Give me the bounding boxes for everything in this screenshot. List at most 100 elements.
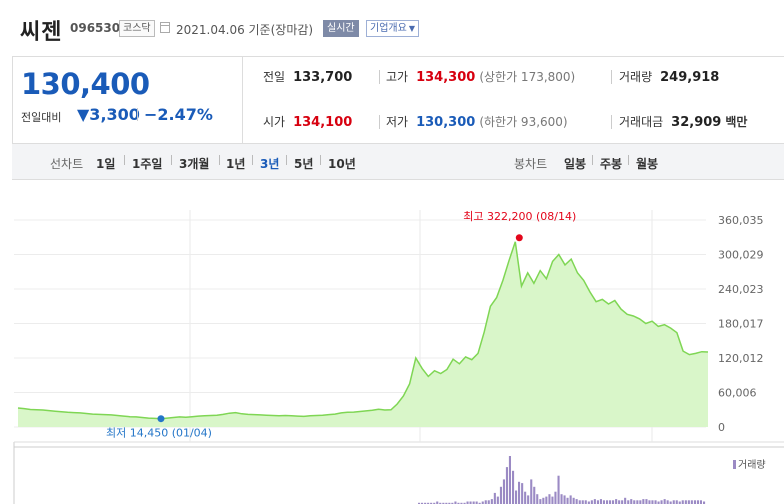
volume-bar [557, 475, 560, 504]
volume-bar [672, 500, 675, 504]
volume-bar [508, 456, 511, 504]
candle-weekly[interactable]: 주봉 [600, 157, 623, 171]
min-label: 최저 14,450 (01/04) [106, 427, 212, 440]
company-info-label: 기업개요 [370, 23, 407, 34]
period-3y[interactable]: 3년 [260, 157, 280, 171]
period-1y[interactable]: 1년 [226, 157, 246, 171]
price-area-fill [18, 241, 708, 427]
prev-close-value: 133,700 [293, 70, 353, 85]
volume-bar [572, 497, 575, 504]
max-marker [515, 234, 523, 242]
volume-bar [421, 502, 424, 504]
volume-bar [566, 497, 569, 504]
volume-bar [606, 500, 609, 504]
volume-bar [475, 501, 478, 504]
y-tick-label: 360,035 [718, 214, 764, 227]
volume-bar [569, 495, 572, 504]
volume-bar [533, 486, 536, 504]
volume-bar [436, 501, 439, 504]
open-value: 134,100 [293, 115, 353, 130]
volume-bar [609, 500, 612, 504]
volume-bar [678, 501, 681, 504]
y-tick-label: 300,029 [718, 249, 764, 262]
volume-bar [478, 502, 481, 504]
volume-bar [599, 499, 602, 504]
volume-bar [642, 499, 645, 504]
volume-bar [512, 470, 515, 504]
volume-bar [515, 490, 518, 504]
volume-bar [505, 467, 508, 504]
volume-bar [490, 499, 493, 504]
volume-bar [696, 500, 699, 504]
high-value: 134,300 [416, 70, 476, 85]
period-10y[interactable]: 10년 [328, 157, 356, 171]
candle-daily[interactable]: 일봉 [564, 157, 587, 171]
divider [124, 155, 125, 165]
volume-bar [681, 500, 684, 504]
y-tick-label: 120,012 [718, 352, 764, 365]
volume-bar [454, 501, 457, 504]
volume-bar [487, 500, 490, 504]
low-price: 저가 130,300 (하한가 93,600) [386, 113, 568, 130]
volume-bar [651, 500, 654, 504]
high-price: 고가 134,300 (상한가 173,800) [386, 68, 575, 85]
volume-bar [690, 500, 693, 504]
change-percent: −2.47% [144, 105, 213, 124]
volume-legend-swatch [733, 460, 736, 469]
divider [286, 155, 287, 165]
volume-bar [457, 502, 460, 504]
chart-canvas: 360,035 300,029 240,023 180,017 120,012 60,00… [13, 210, 784, 504]
line-chart-title: 선차트 [50, 157, 84, 171]
divider [611, 70, 612, 84]
volume-bar [618, 500, 621, 504]
period-1d[interactable]: 1일 [96, 157, 116, 171]
candle-monthly[interactable]: 월봉 [636, 157, 659, 171]
volume: 거래량 249,918 [619, 68, 719, 85]
volume-bar [602, 500, 605, 504]
volume-bar [527, 495, 530, 504]
period-1w[interactable]: 1주일 [132, 157, 163, 171]
volume-bar [554, 491, 557, 504]
volume-bar [621, 500, 624, 504]
amount-unit: 백만 [725, 115, 748, 129]
company-info-dropdown[interactable]: 기업개요 ▼ [366, 20, 419, 37]
stock-name: 씨젠 [20, 20, 63, 45]
volume-bar [542, 497, 545, 504]
divider [252, 155, 253, 165]
change-value: ▼3,300 [77, 105, 140, 124]
volume-bar [587, 501, 590, 504]
volume-bar [563, 495, 566, 504]
divider [611, 115, 612, 129]
volume-bar [630, 499, 633, 504]
low-value: 130,300 [416, 115, 476, 130]
volume-bar [502, 479, 505, 504]
prev-close: 전일 133,700 [263, 68, 352, 85]
volume-bar [648, 500, 651, 504]
volume-bar [693, 500, 696, 504]
divider [379, 70, 380, 84]
volume-bar [551, 496, 554, 504]
price-box: 130,400 전일대비 ▼3,300 −2.47% [13, 57, 243, 144]
caret-down-icon: ▼ [408, 24, 415, 33]
quote-panel: 130,400 전일대비 ▼3,300 −2.47% 전일 133,700 고가 1… [12, 56, 784, 144]
lower-limit: (하한가 93,600) [479, 115, 568, 129]
volume-bar [675, 500, 678, 504]
amount-label: 거래대금 [619, 115, 664, 129]
volume-bar [703, 501, 706, 504]
divider [592, 155, 593, 165]
period-3m[interactable]: 3개월 [179, 157, 210, 171]
volume-bar [699, 500, 702, 504]
market-badge: 코스닥 [119, 20, 155, 37]
divider [320, 155, 321, 165]
max-label: 최고 322,200 (08/14) [463, 210, 576, 223]
stock-header: 씨젠 096530 코스닥 2021.04.06 기준(장마감) 실시간 기업개… [0, 0, 784, 56]
y-tick-label: 0 [718, 421, 725, 434]
volume-bar [584, 500, 587, 504]
period-5y[interactable]: 5년 [294, 157, 314, 171]
open-price: 시가 134,100 [263, 113, 352, 130]
volume-bar [596, 500, 599, 504]
trade-amount: 거래대금 32,909 백만 [619, 113, 747, 130]
volume-bar [472, 501, 475, 504]
volume-bar [615, 499, 618, 504]
realtime-button[interactable]: 실시간 [323, 20, 359, 37]
